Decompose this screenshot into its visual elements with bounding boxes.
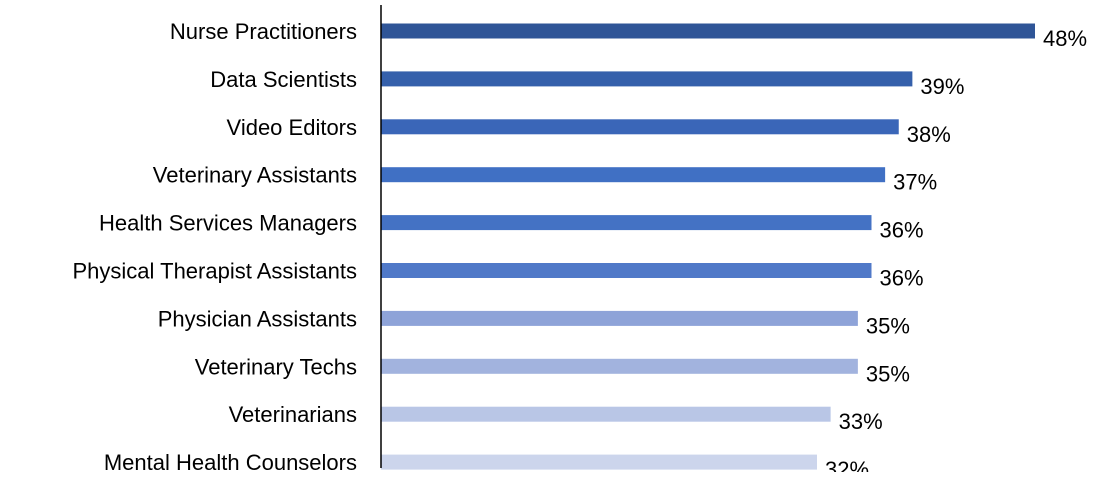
category-label: Veterinarians (229, 402, 357, 427)
value-label: 39% (920, 74, 964, 99)
category-label: Nurse Practitioners (170, 19, 357, 44)
category-label: Mental Health Counselors (104, 450, 357, 472)
bar (381, 71, 913, 87)
value-label: 35% (866, 361, 910, 386)
category-label: Physician Assistants (158, 306, 357, 331)
value-label: 32% (825, 457, 869, 472)
category-label: Data Scientists (210, 67, 357, 92)
category-label: Veterinary Techs (195, 354, 357, 379)
value-label: 48% (1043, 26, 1087, 51)
value-label: 37% (893, 170, 937, 195)
bar (381, 406, 831, 422)
bar (381, 310, 858, 326)
value-label: 38% (907, 122, 951, 147)
category-label: Health Services Managers (99, 211, 357, 236)
bar (381, 167, 886, 183)
value-label: 36% (880, 218, 924, 243)
bar (381, 358, 858, 374)
value-label: 35% (866, 313, 910, 338)
bar (381, 263, 872, 278)
bar (381, 215, 872, 231)
bar (381, 23, 1035, 39)
value-label: 33% (839, 409, 883, 434)
category-label: Veterinary Assistants (153, 163, 357, 188)
category-label: Physical Therapist Assistants (73, 259, 358, 284)
category-label: Video Editors (227, 115, 357, 140)
bar (381, 119, 899, 135)
value-label: 36% (880, 266, 924, 291)
bar (381, 454, 817, 470)
